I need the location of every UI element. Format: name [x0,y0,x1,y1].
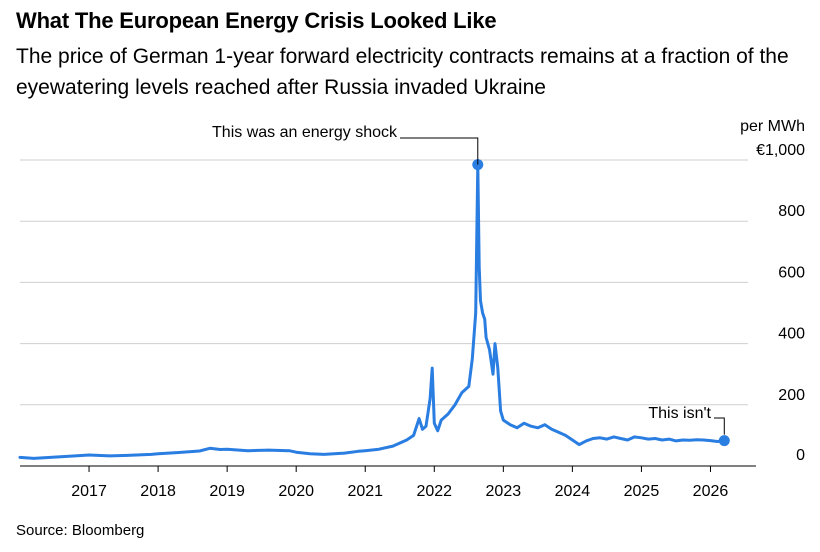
peak-annotation-label: This was an energy shock [212,124,398,141]
x-tick-label: 2021 [347,483,383,500]
x-tick-label: 2026 [693,483,729,500]
y-axis-ticks: 0 200 400 600 800 €1,000 [756,142,805,464]
y-tick-label: €1,000 [756,142,805,159]
chart-subtitle: The price of German 1-year forward elect… [16,45,789,99]
chart-title: What The European Energy Crisis Looked L… [16,8,497,33]
y-tick-label: 600 [778,264,805,281]
latest-marker [718,435,730,447]
x-tick-label: 2018 [140,483,176,500]
x-tick-label: 2017 [71,483,107,500]
x-tick-label: 2022 [416,483,452,500]
y-axis-unit-label: per MWh [740,118,805,135]
latest-leader-line [714,417,725,435]
x-tick-label: 2024 [555,483,591,500]
x-tick-label: 2019 [209,483,245,500]
peak-leader-line [400,137,479,165]
y-tick-label: 0 [796,447,805,464]
series-line [18,163,726,460]
y-tick-label: 800 [778,203,805,220]
latest-annotation-label: This isn't [648,405,711,422]
series-group [18,163,726,460]
y-tick-label: 400 [778,326,805,343]
y-tick-label: 200 [778,387,805,404]
source-note: Source: Bloomberg [16,522,145,539]
x-tick-label: 2020 [278,483,314,500]
x-axis: 2017 2018 2019 2020 2021 2022 2023 2024 2025 2026 [20,465,756,500]
x-tick-label: 2023 [486,483,522,500]
annotations: This was an energy shock This isn't [212,124,730,447]
gridlines [20,159,748,406]
x-tick-label: 2025 [624,483,660,500]
